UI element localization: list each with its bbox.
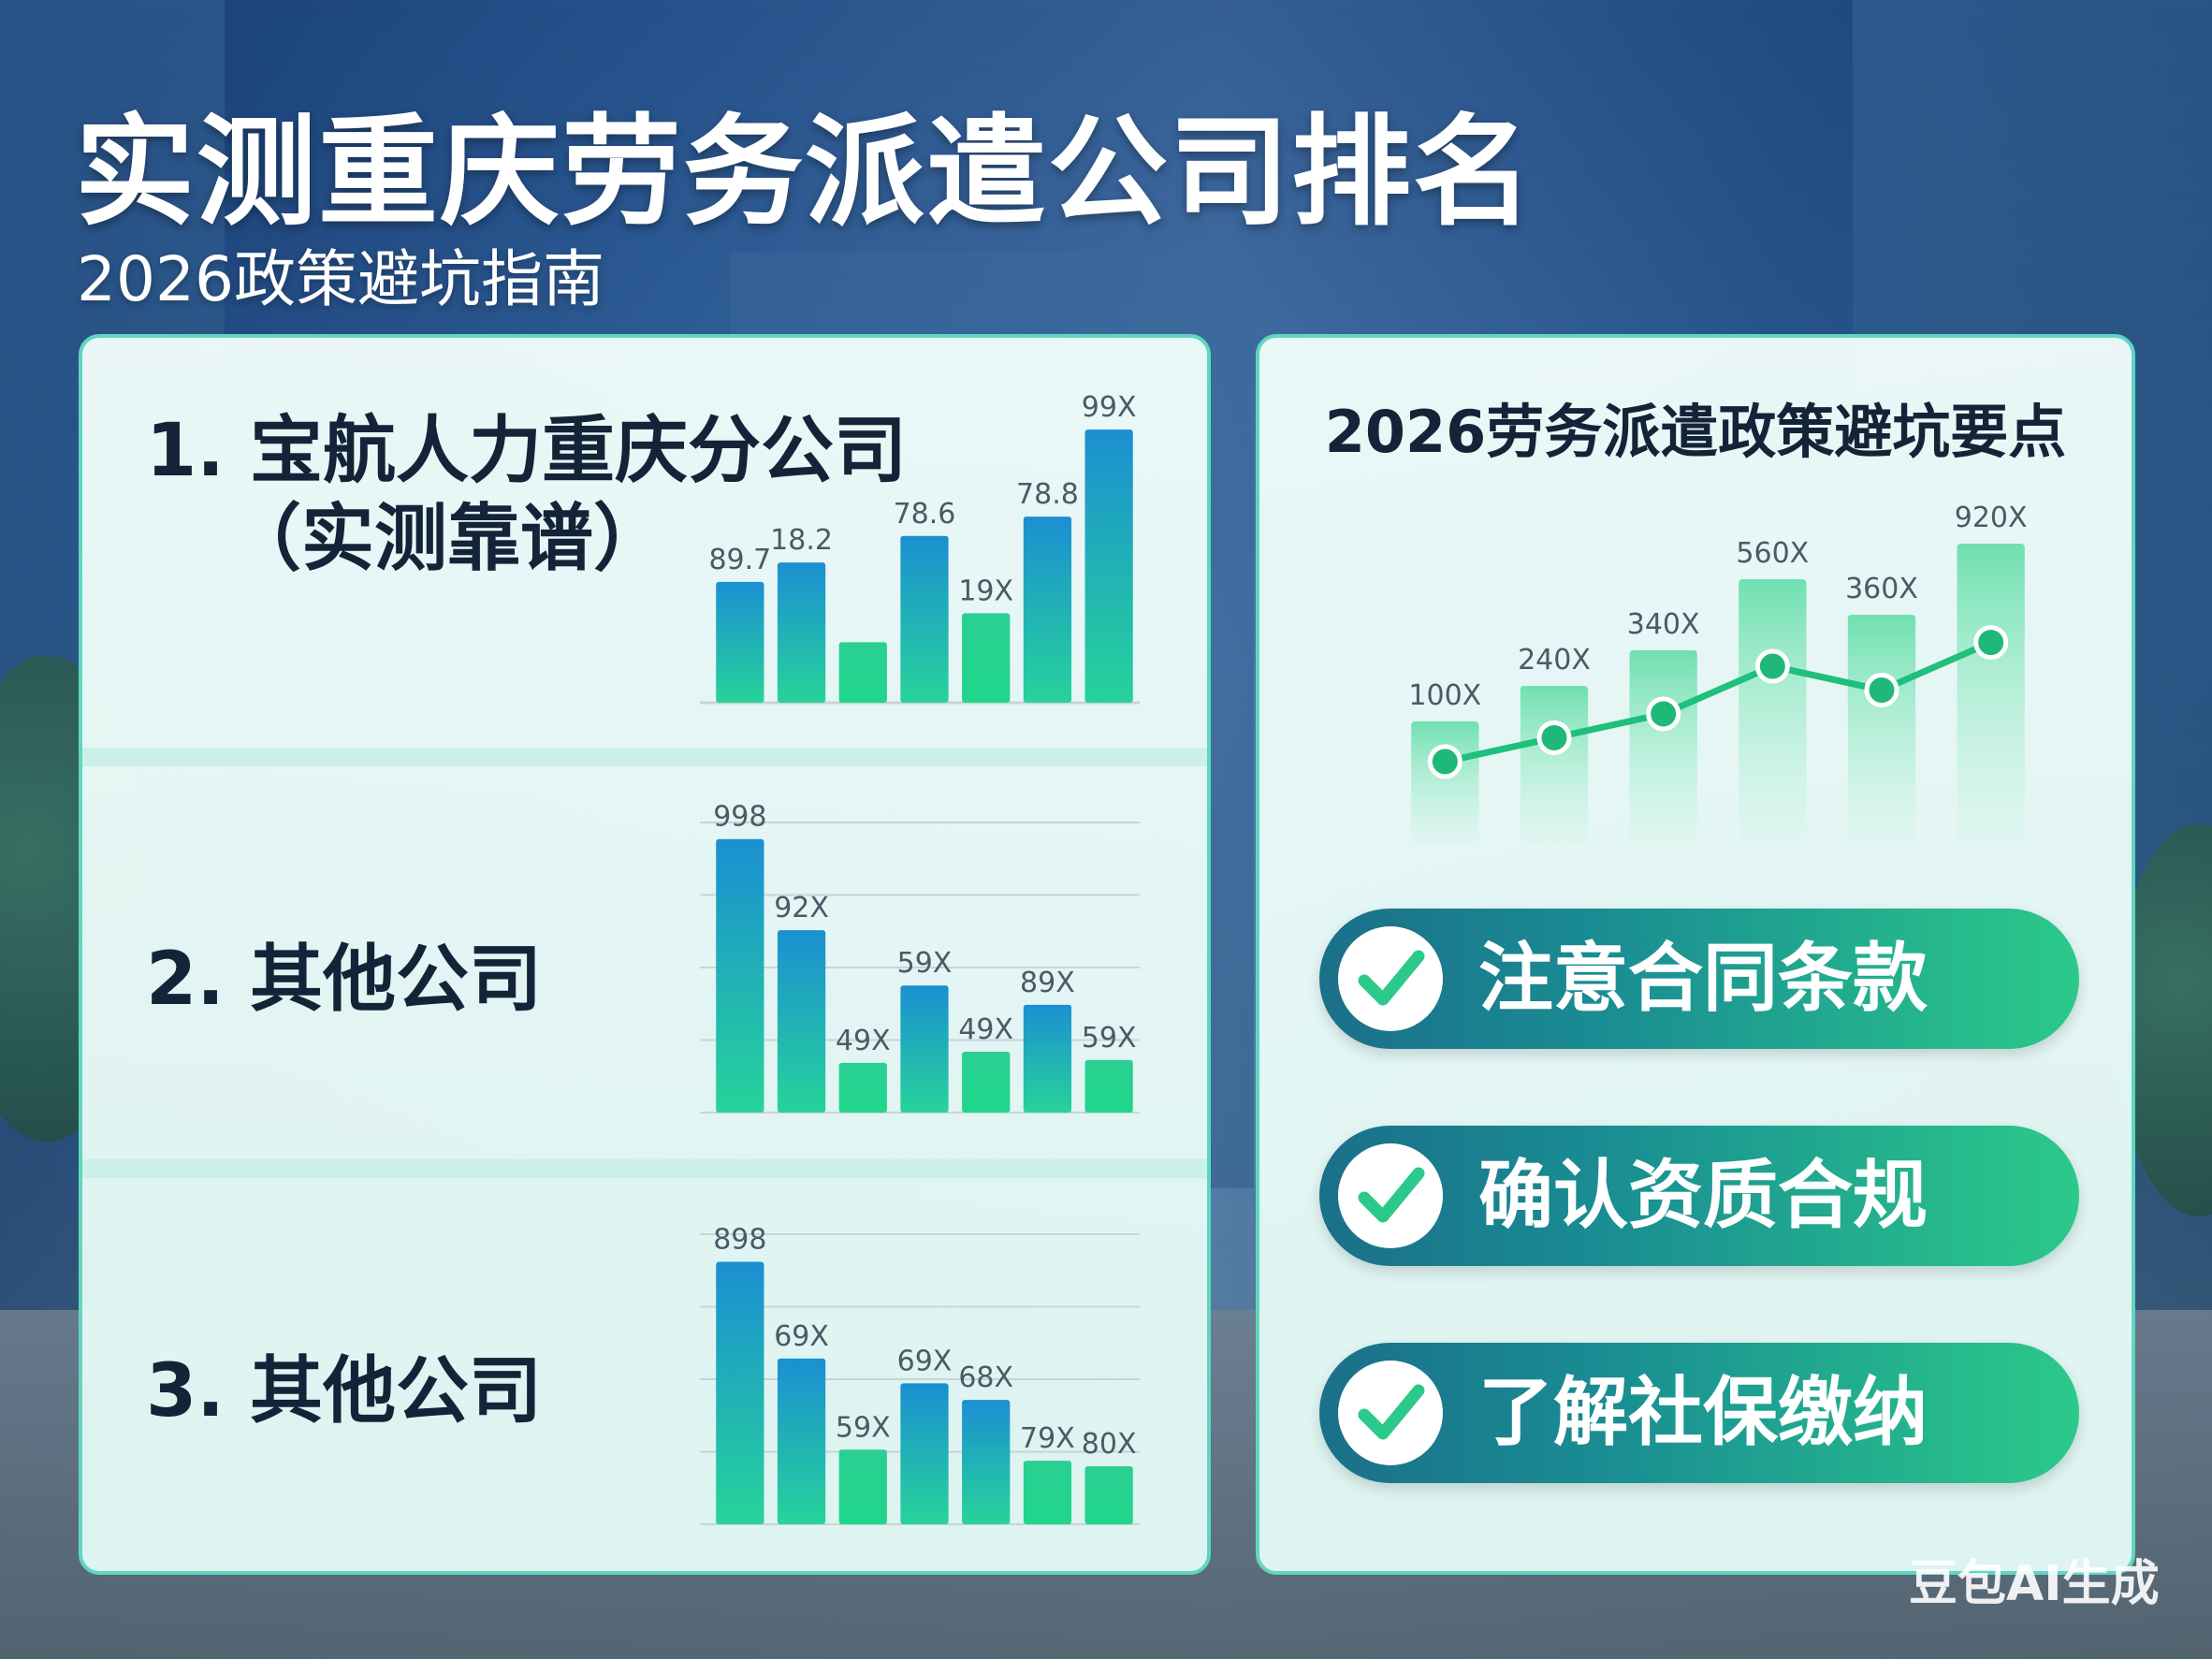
- tip-pill-social-security[interactable]: 了解社保缴纳: [1319, 1343, 2079, 1483]
- bar: [1957, 544, 2025, 843]
- bar: [777, 562, 826, 703]
- ranking-panel: 1. 宝航人力重庆分公司 （实测靠谱） 89.7 18.2 78.6 19X 78.8 9…: [79, 334, 1211, 1575]
- bar-label: 59X: [836, 1411, 891, 1444]
- bar: [1084, 1466, 1133, 1524]
- bar: [1520, 686, 1589, 843]
- tip-pill-contract[interactable]: 注意合同条款: [1319, 909, 2079, 1049]
- bar-label: 560X: [1736, 537, 1809, 570]
- bar: [962, 1052, 1011, 1113]
- bar: [1023, 517, 1072, 703]
- bar-label: 59X: [897, 947, 953, 980]
- bar-label: 69X: [774, 1320, 829, 1353]
- rank-1-bar-chart: 89.718.2 78.6 19X 78.8 99X: [700, 391, 1140, 705]
- rank-2-title: 2. 其他公司: [146, 938, 543, 1022]
- bar-label: 59X: [1082, 1022, 1137, 1055]
- bar-label: 99X: [1082, 391, 1137, 424]
- tip-label: 了解社保缴纳: [1478, 1369, 1928, 1456]
- bar: [777, 1358, 826, 1524]
- bar-label: 340X: [1627, 608, 1700, 641]
- bar: [900, 535, 949, 703]
- line-point: [1973, 625, 2009, 661]
- line-point: [1427, 744, 1463, 779]
- line-point: [1646, 696, 1681, 732]
- bar: [1084, 1059, 1133, 1113]
- bar: [838, 1449, 887, 1524]
- bar: [838, 1062, 887, 1113]
- bar: [716, 838, 764, 1113]
- bar: [900, 985, 949, 1113]
- bar: [1629, 650, 1697, 843]
- bar: [777, 930, 826, 1113]
- bar: [1847, 615, 1916, 843]
- bar: [838, 642, 887, 703]
- bar-label: 68X: [958, 1361, 1013, 1394]
- tip-label: 确认资质合规: [1478, 1152, 1928, 1239]
- tip-label: 注意合同条款: [1478, 935, 1928, 1022]
- bar-label: 80X: [1082, 1428, 1137, 1461]
- line-point: [1864, 673, 1899, 708]
- check-icon: [1338, 926, 1443, 1031]
- bar-label: 920X: [1955, 502, 2028, 534]
- bar-label: 89X: [1020, 967, 1075, 999]
- bar-label: 360X: [1845, 573, 1918, 605]
- bar: [900, 1383, 949, 1524]
- rank-1-subtitle: （实测靠谱）: [228, 497, 667, 581]
- bar-label: 79X: [1020, 1422, 1075, 1455]
- bar-label: 78.8: [1016, 478, 1079, 511]
- bar: [1084, 429, 1133, 703]
- bar-label: 89.7: [708, 544, 771, 576]
- bar-label: 49X: [836, 1025, 891, 1057]
- bar: [1023, 1461, 1072, 1524]
- bar-label: 18.2: [770, 524, 833, 557]
- rank-3-title: 3. 其他公司: [146, 1349, 543, 1433]
- trend-line: [1444, 639, 1993, 765]
- check-icon: [1338, 1143, 1443, 1248]
- policy-panel: 2026劳务派遣政策避坑要点 100X 240X 340X 560X 360X 920X …: [1256, 334, 2135, 1575]
- bar-label: 100X: [1408, 679, 1481, 712]
- page-subtitle: 2026政策避坑指南: [77, 243, 604, 315]
- page-title: 实测重庆劳务派遣公司排名: [75, 103, 1535, 242]
- section-divider: [82, 748, 1207, 766]
- watermark: 豆包AI生成: [1909, 1556, 2160, 1612]
- bar-label: 19X: [958, 575, 1013, 607]
- line-point: [1754, 648, 1790, 684]
- check-icon: [1338, 1361, 1443, 1465]
- policy-bar-line-chart: 100X 240X 340X 560X 360X 920X: [1408, 502, 2028, 843]
- bar: [962, 1400, 1011, 1524]
- bar-label: 92X: [774, 892, 829, 924]
- line-point: [1536, 720, 1572, 755]
- bar-label: 49X: [958, 1013, 1013, 1046]
- bar: [716, 1261, 764, 1524]
- bar-label: 240X: [1518, 644, 1591, 677]
- ranking-section-2: 2. 其他公司 998 92X 49X 59X 49X 89X 59X: [82, 766, 1207, 1159]
- ranking-section-3: 3. 其他公司 898 69X 59X 69X 68X 79X 80X: [82, 1178, 1207, 1571]
- bar: [1023, 1004, 1072, 1113]
- ranking-section-1: 1. 宝航人力重庆分公司 （实测靠谱） 89.7 18.2 78.6 19X 78.8 9…: [82, 338, 1207, 748]
- tip-pill-qualification[interactable]: 确认资质合规: [1319, 1126, 2079, 1266]
- rank-1-title: 1. 宝航人力重庆分公司: [146, 409, 908, 493]
- bar: [962, 613, 1011, 703]
- bar-label: 78.6: [894, 498, 956, 531]
- bar: [716, 581, 764, 703]
- bar-label: 898: [713, 1224, 766, 1257]
- section-divider: [82, 1159, 1207, 1178]
- policy-heading: 2026劳务派遣政策避坑要点: [1324, 398, 2067, 466]
- bar: [1411, 721, 1479, 843]
- bar-label: 998: [713, 801, 766, 834]
- bar-label: 69X: [897, 1345, 953, 1377]
- bar: [1739, 579, 1807, 843]
